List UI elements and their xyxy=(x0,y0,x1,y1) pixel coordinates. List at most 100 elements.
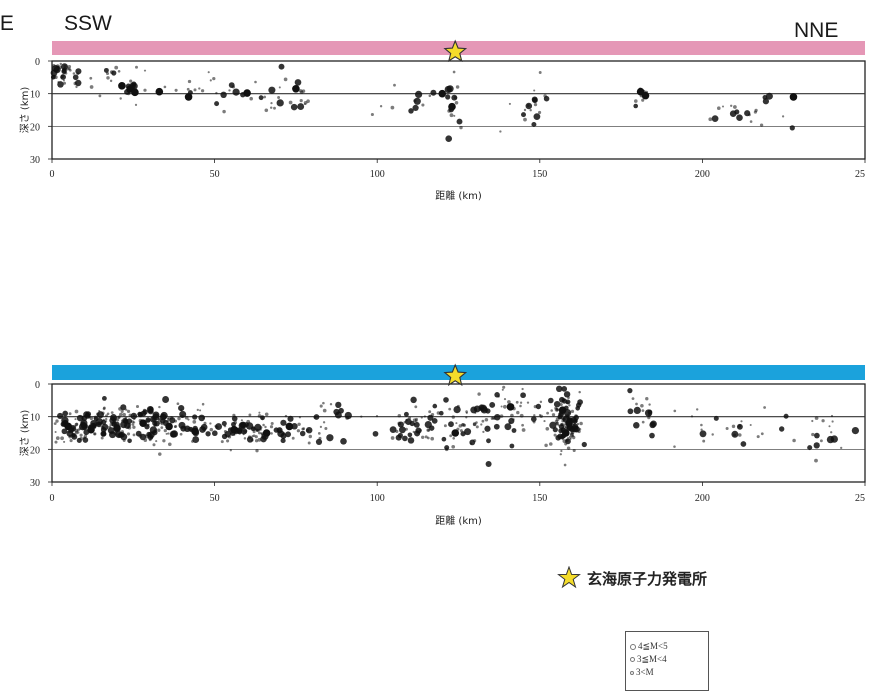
earthquake-point xyxy=(139,433,147,441)
earthquake-point xyxy=(307,441,311,445)
earthquake-point xyxy=(192,436,200,444)
earthquake-point xyxy=(506,403,515,411)
earthquake-point xyxy=(451,415,455,419)
earthquake-point xyxy=(779,426,785,432)
earthquake-point xyxy=(79,436,83,441)
earthquake-point xyxy=(533,102,538,107)
earthquake-point xyxy=(110,411,114,414)
earthquake-point xyxy=(469,442,473,445)
earthquake-point xyxy=(731,430,739,438)
earthquake-point xyxy=(263,95,267,99)
earthquake-point xyxy=(318,436,322,440)
earthquake-point xyxy=(285,422,294,431)
earthquake-point xyxy=(60,76,63,79)
earthquake-point xyxy=(120,409,124,414)
y-tick-label: 30 xyxy=(30,478,40,489)
earthquake-point xyxy=(298,416,302,419)
earthquake-point xyxy=(278,63,285,70)
earthquake-point xyxy=(509,443,515,449)
earthquake-point xyxy=(180,409,183,412)
earthquake-point xyxy=(290,103,298,111)
earthquake-point xyxy=(139,419,147,428)
earthquake-point xyxy=(126,409,131,414)
earthquake-point xyxy=(730,104,733,107)
earthquake-point xyxy=(464,428,472,436)
earthquake-point xyxy=(101,423,109,431)
earthquake-point xyxy=(162,396,170,403)
earthquake-point xyxy=(360,415,363,418)
earthquake-point xyxy=(52,63,56,68)
earthquake-point xyxy=(135,430,142,437)
earthquake-point xyxy=(811,419,814,423)
earthquake-point xyxy=(54,430,57,434)
earthquake-point xyxy=(179,432,183,436)
earthquake-point xyxy=(152,443,156,447)
earthquake-point xyxy=(762,98,770,105)
earthquake-point xyxy=(278,86,281,89)
earthquake-point xyxy=(75,68,82,75)
earthquake-point xyxy=(270,421,274,426)
earthquake-point xyxy=(270,101,273,105)
earthquake-point xyxy=(453,405,461,414)
earthquake-point xyxy=(284,414,288,418)
earthquake-point xyxy=(538,110,542,115)
earthquake-point xyxy=(673,445,676,448)
earthquake-point xyxy=(128,413,132,417)
earthquake-point xyxy=(269,106,273,109)
earthquake-point xyxy=(207,71,210,74)
earthquake-point xyxy=(79,433,83,437)
earthquake-point xyxy=(553,400,561,408)
earthquake-point xyxy=(211,430,218,437)
magnitude-legend-label: 3≦M<4 xyxy=(637,654,667,664)
earthquake-point xyxy=(449,113,454,118)
earthquake-point xyxy=(72,72,76,75)
earthquake-point xyxy=(61,428,68,435)
earthquake-point xyxy=(146,431,152,437)
earthquake-point xyxy=(635,402,638,406)
earthquake-point xyxy=(807,445,813,451)
earthquake-point xyxy=(521,112,526,118)
earthquake-point xyxy=(699,430,707,438)
earthquake-point xyxy=(634,99,638,103)
earthquake-point xyxy=(280,432,287,439)
earthquake-point xyxy=(747,113,751,117)
y-tick-label: 30 xyxy=(30,155,40,166)
earthquake-point xyxy=(334,411,342,419)
earthquake-point xyxy=(113,416,118,421)
earthquake-point xyxy=(555,435,561,441)
earthquake-point xyxy=(759,123,764,127)
earthquake-point xyxy=(326,434,334,442)
earthquake-point xyxy=(335,401,342,409)
earthquake-point xyxy=(300,90,304,94)
earthquake-point xyxy=(568,435,573,439)
earthquake-point xyxy=(544,443,548,448)
earthquake-point xyxy=(264,425,267,429)
earthquake-point xyxy=(455,85,460,89)
earthquake-point xyxy=(572,422,576,426)
earthquake-point xyxy=(572,448,576,453)
earthquake-point xyxy=(165,422,173,431)
y-tick-label: 10 xyxy=(30,413,40,424)
earthquake-point xyxy=(410,396,417,404)
earthquake-point xyxy=(430,89,437,96)
earthquake-point xyxy=(465,416,468,419)
earthquake-point xyxy=(159,413,167,421)
direction-label-nne: NNE xyxy=(794,19,839,42)
earthquake-point xyxy=(533,113,541,120)
power-plant-star-marker xyxy=(443,363,468,387)
earthquake-point xyxy=(109,431,116,439)
earthquake-point xyxy=(212,76,216,81)
earthquake-point xyxy=(72,74,79,81)
earthquake-point xyxy=(192,414,198,420)
earthquake-point xyxy=(581,441,587,448)
earthquake-point xyxy=(700,423,703,427)
earthquake-point xyxy=(570,409,575,414)
earthquake-point xyxy=(87,425,95,434)
earthquake-point xyxy=(122,412,126,417)
earthquake-point xyxy=(494,413,501,421)
earthquake-point xyxy=(740,441,747,447)
earthquake-point xyxy=(202,427,207,432)
earthquake-point xyxy=(184,415,189,420)
earthquake-point xyxy=(405,418,412,425)
